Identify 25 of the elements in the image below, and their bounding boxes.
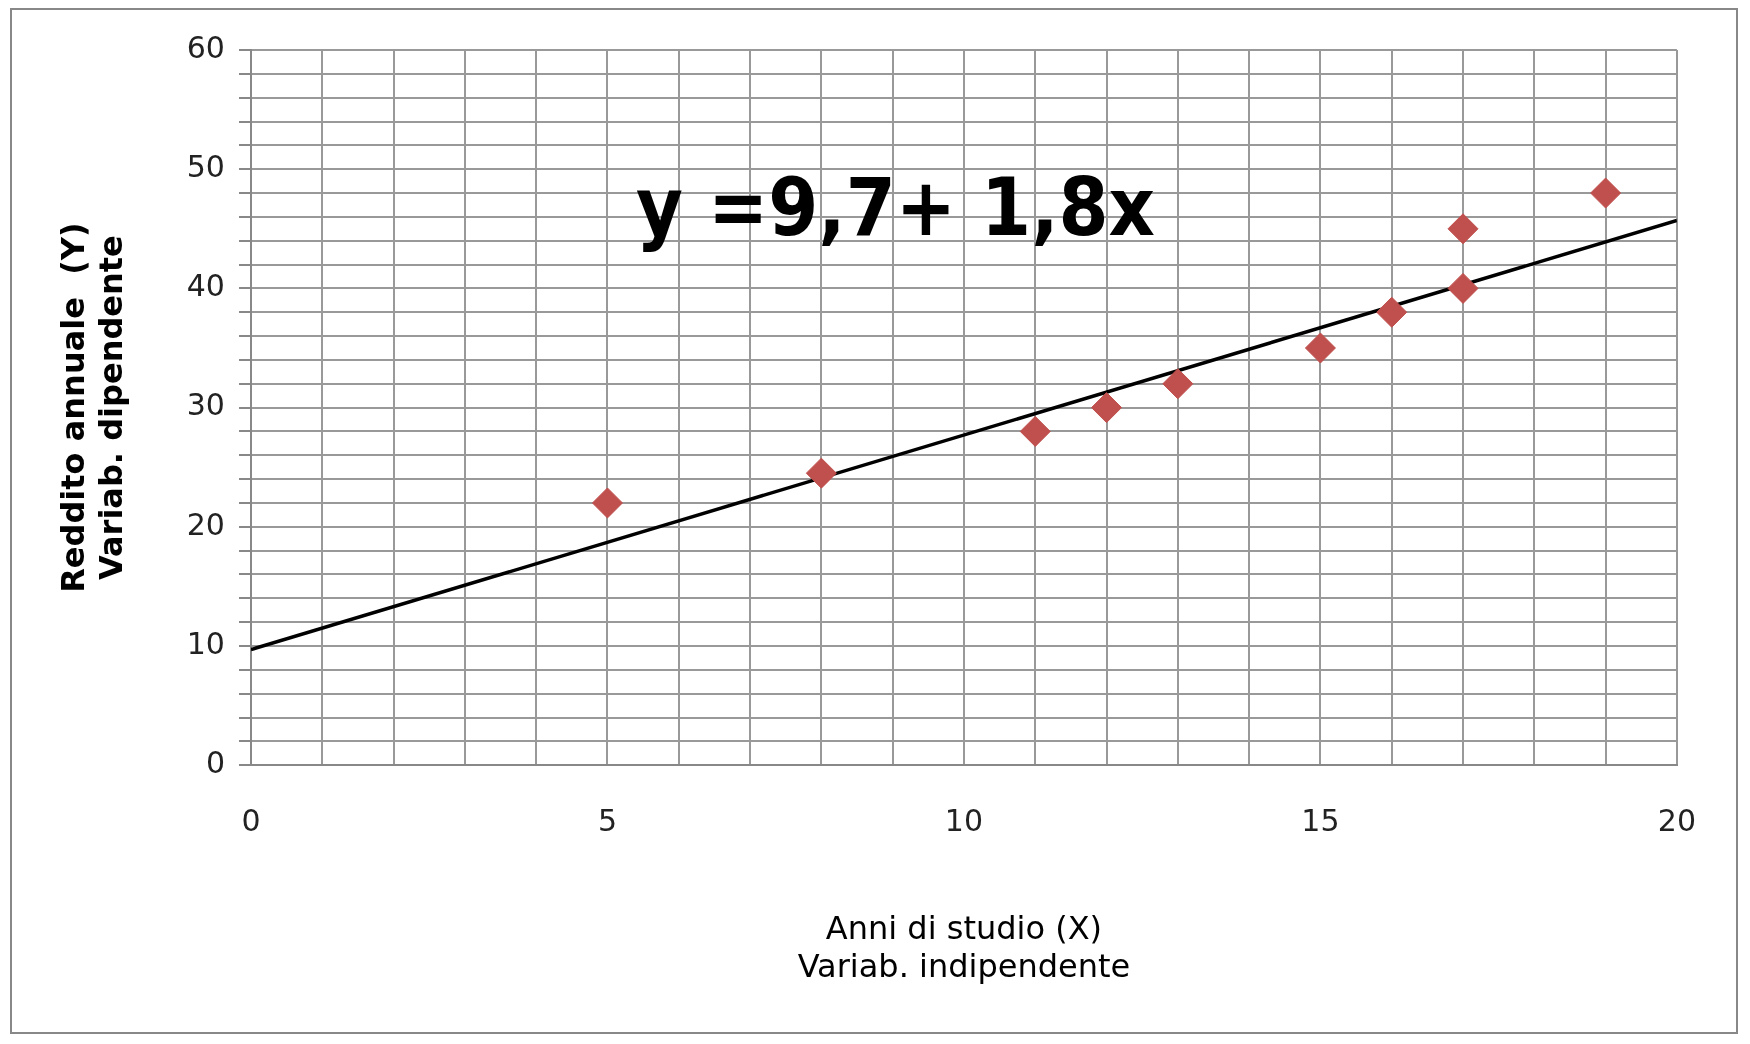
x-tick-label: 20: [1657, 803, 1697, 838]
point: [1091, 392, 1123, 424]
annotation: y =9,7+ 1,8x: [635, 161, 1156, 254]
y-axis-title: Reddito annuale (Y) Variab. dipendente: [53, 222, 130, 593]
point: [1162, 368, 1194, 400]
point: [1376, 296, 1408, 328]
y-tick-label: 30: [186, 387, 225, 423]
point: [1590, 177, 1622, 209]
x-tick-label: 10: [944, 803, 984, 838]
y-tick-label: 10: [186, 625, 225, 661]
x-axis-title: Anni di studio (X) Variab. indipendente: [797, 908, 1131, 986]
y-tick-label: 0: [205, 745, 225, 780]
point: [1447, 272, 1479, 304]
x-tick-label: 0: [241, 803, 261, 838]
point: [1019, 415, 1051, 447]
point: [805, 457, 837, 489]
point: [1304, 332, 1336, 364]
x-tick-label: 15: [1301, 803, 1340, 838]
y-tick-label: 50: [186, 149, 225, 184]
y-tick-label: 40: [186, 268, 225, 304]
y-tick-label: 60: [186, 29, 225, 65]
x-tick-label: 5: [597, 803, 618, 838]
y-tick-label: 20: [186, 506, 225, 542]
point: [591, 487, 623, 519]
point: [1447, 213, 1479, 245]
